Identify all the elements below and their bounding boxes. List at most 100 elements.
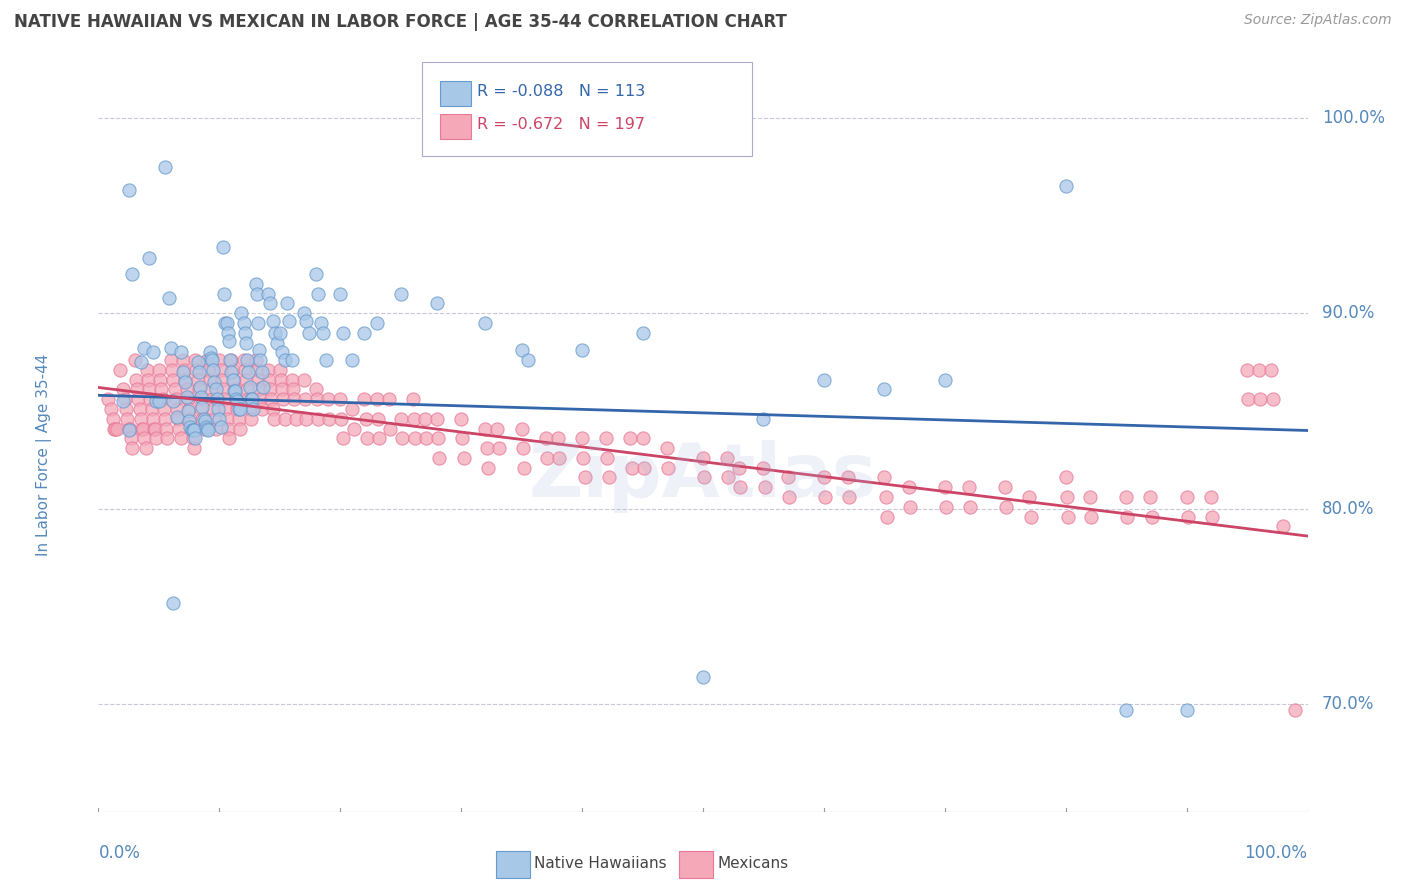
Point <box>450 411 472 425</box>
Point <box>534 431 557 445</box>
Point <box>619 431 641 445</box>
Point <box>934 373 956 387</box>
Point <box>124 353 146 368</box>
Point <box>166 409 188 424</box>
Point <box>510 343 533 358</box>
Point <box>295 411 318 425</box>
Point <box>307 392 329 407</box>
Point <box>655 441 678 455</box>
Point <box>163 383 186 397</box>
Point <box>235 335 257 350</box>
Point <box>120 431 142 445</box>
Point <box>215 316 238 330</box>
Point <box>402 411 425 425</box>
Point <box>139 392 162 407</box>
Point <box>1078 490 1101 504</box>
Point <box>202 363 225 377</box>
Point <box>222 384 245 399</box>
Point <box>226 401 249 416</box>
Point <box>105 421 128 435</box>
Point <box>183 424 205 438</box>
Point <box>127 392 149 407</box>
Point <box>208 353 231 368</box>
Point <box>201 353 224 368</box>
Point <box>595 431 617 445</box>
Point <box>176 390 198 404</box>
Point <box>143 421 166 435</box>
Text: ZipAtlas: ZipAtlas <box>529 440 877 513</box>
Point <box>240 392 263 407</box>
Point <box>195 421 218 435</box>
Point <box>305 383 328 397</box>
Point <box>269 363 291 377</box>
Point <box>239 401 262 416</box>
Point <box>294 392 316 407</box>
Text: NATIVE HAWAIIAN VS MEXICAN IN LABOR FORCE | AGE 35-44 CORRELATION CHART: NATIVE HAWAIIAN VS MEXICAN IN LABOR FORC… <box>14 13 787 31</box>
Point <box>129 355 152 369</box>
Point <box>342 353 364 368</box>
Point <box>1056 490 1078 504</box>
Point <box>149 373 172 387</box>
Point <box>125 373 148 387</box>
Point <box>222 373 245 387</box>
Point <box>512 441 534 455</box>
Point <box>315 353 337 368</box>
Point <box>262 314 284 328</box>
Point <box>298 326 321 340</box>
Point <box>305 267 328 281</box>
Point <box>162 373 184 387</box>
Point <box>256 363 278 377</box>
Point <box>316 392 339 407</box>
Point <box>281 373 304 387</box>
Point <box>1140 509 1163 524</box>
Point <box>218 334 240 348</box>
Point <box>232 353 254 368</box>
Point <box>188 380 211 394</box>
Point <box>776 470 799 484</box>
Point <box>195 353 218 368</box>
Point <box>1057 509 1080 524</box>
Point <box>191 400 214 414</box>
Point <box>292 373 315 387</box>
Text: 90.0%: 90.0% <box>1322 304 1375 322</box>
Point <box>179 411 201 425</box>
Point <box>198 373 221 387</box>
Point <box>778 490 800 504</box>
Point <box>118 421 141 435</box>
Point <box>228 401 250 416</box>
Point <box>160 353 183 368</box>
Point <box>201 392 224 407</box>
Point <box>309 316 332 330</box>
Point <box>730 480 752 494</box>
Point <box>631 431 654 445</box>
Point <box>342 421 364 435</box>
Point <box>873 383 896 397</box>
Point <box>1177 509 1199 524</box>
Point <box>257 373 280 387</box>
Point <box>190 390 212 404</box>
Point <box>176 383 198 397</box>
Point <box>284 411 307 425</box>
Point <box>995 500 1018 514</box>
Point <box>754 480 776 494</box>
Point <box>246 286 269 301</box>
Text: Native Hawaiians: Native Hawaiians <box>534 856 666 871</box>
Point <box>413 411 436 425</box>
Point <box>330 411 353 425</box>
Point <box>205 392 228 407</box>
Point <box>132 421 155 435</box>
Point <box>121 441 143 455</box>
Point <box>214 401 236 416</box>
Point <box>486 421 509 435</box>
Point <box>186 363 208 377</box>
Point <box>221 353 243 368</box>
Point <box>150 383 173 397</box>
Point <box>342 401 364 416</box>
Point <box>238 392 260 407</box>
Point <box>415 431 437 445</box>
Point <box>427 431 450 445</box>
Point <box>1080 509 1102 524</box>
Point <box>233 363 256 377</box>
Point <box>221 365 243 379</box>
Point <box>204 375 226 389</box>
